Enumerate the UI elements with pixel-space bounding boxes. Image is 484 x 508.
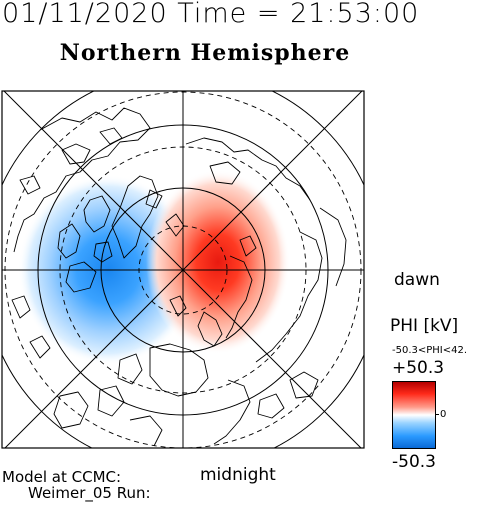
dawn-label: dawn (394, 270, 440, 290)
positive-potential-cell (146, 170, 290, 354)
coastlines (11, 107, 347, 447)
colorbar-max-label: +50.3 (392, 358, 445, 378)
colorbar-zero-tick (435, 414, 439, 415)
colorbar-zero-label: 0 (440, 409, 447, 420)
midnight-label: midnight (200, 465, 276, 485)
colorbar (392, 381, 436, 449)
map-title: Northern Hemisphere (59, 40, 351, 66)
colorbar-range-text: -50.3<PHI<42. (392, 346, 468, 356)
datetime-header: 01/11/2020 Time = 21:53:00 (2, 0, 420, 29)
colorbar-quantity-label: PHI [kV] (390, 316, 459, 336)
colorbar-min-label: -50.3 (392, 452, 436, 472)
polar-map (1, 90, 365, 449)
model-label: Model at CCMC: (2, 468, 122, 486)
run-label: Weimer_05 Run: (28, 484, 151, 502)
graticule (2, 91, 364, 448)
